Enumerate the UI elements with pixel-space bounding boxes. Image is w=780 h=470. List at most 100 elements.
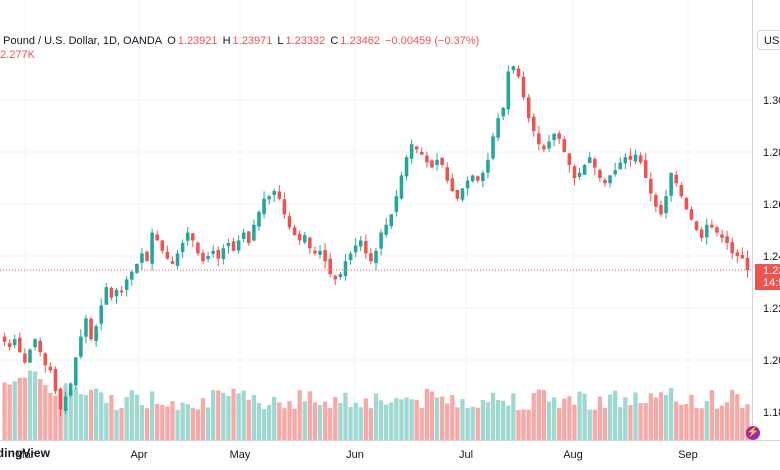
candle-body <box>257 211 261 227</box>
volume-bar <box>170 401 175 440</box>
candle-body <box>364 240 368 254</box>
volume-bar <box>536 389 541 440</box>
volume-bar <box>343 392 348 440</box>
candle-body <box>547 141 551 149</box>
candle-body <box>684 197 689 210</box>
candle-body <box>506 71 511 110</box>
volume-bar <box>521 409 526 440</box>
volume-bar <box>623 397 628 440</box>
candle-body <box>399 175 404 199</box>
candle-body <box>470 175 475 182</box>
candle-body <box>18 337 22 353</box>
volume-bar <box>648 393 653 440</box>
volume-bar <box>709 389 714 440</box>
ohlc-legend: h Pound / U.S. Dollar, 1D, OANDA O 1.2392… <box>0 35 481 47</box>
volume-bar <box>221 392 226 440</box>
time-axis[interactable]: Mar Apr May Jun Jul Aug Sep <box>16 449 698 461</box>
volume-bar <box>485 402 491 440</box>
candlesticks <box>2 65 750 417</box>
volume-bar <box>272 396 277 440</box>
volume-bar <box>506 405 511 440</box>
volume-bar <box>389 402 394 440</box>
close-value: 1.23462 <box>340 35 381 47</box>
volume-bar <box>546 401 552 440</box>
volume-bar <box>155 403 160 440</box>
volume-bar <box>551 397 557 440</box>
candle-body <box>572 166 577 178</box>
candle-body <box>287 216 292 228</box>
candle-body <box>191 233 195 241</box>
candle-body <box>593 158 597 168</box>
currency-button[interactable]: USD <box>757 30 780 50</box>
volume-bar <box>348 407 353 440</box>
volume-bar <box>216 390 221 440</box>
candle-body <box>211 250 215 254</box>
candle-body <box>404 157 409 177</box>
open-value: 1.23921 <box>177 35 218 47</box>
candle-body <box>613 170 617 175</box>
candle-body <box>353 245 358 253</box>
volume-bar <box>68 391 73 440</box>
volume-bar <box>38 378 43 440</box>
price-axis[interactable]: 1.18 1.20 1.22 1.24 1.26 1.28 1.30 <box>763 95 780 419</box>
change-value: −0.00459 (−0.37%) <box>385 35 480 47</box>
candle-body <box>638 155 643 163</box>
candle-body <box>409 144 414 159</box>
time-tick-label: Aug <box>563 449 583 461</box>
symbol-title[interactable]: h Pound / U.S. Dollar, 1D, OANDA <box>0 35 163 47</box>
time-tick-label: Sep <box>678 449 698 461</box>
volume-bar <box>638 403 643 440</box>
candle-body <box>715 227 719 233</box>
volume-bar <box>572 404 577 440</box>
time-tick-label: Mar <box>16 449 35 461</box>
volume-bar <box>658 392 664 440</box>
volume-bar <box>256 403 262 440</box>
candle-body <box>150 232 154 264</box>
volume-bar <box>373 393 379 440</box>
volume-bar <box>312 402 318 440</box>
price-tick-label: 1.30 <box>763 95 780 107</box>
volume-bar <box>185 404 190 440</box>
volume-bar <box>475 407 480 440</box>
candle-body <box>216 249 221 259</box>
candle-body <box>542 145 546 150</box>
volume-bar <box>353 402 358 440</box>
candle-body <box>704 224 709 238</box>
candle-body <box>89 318 93 340</box>
candle-body <box>720 234 724 238</box>
volume-bar <box>363 398 368 440</box>
candle-body <box>282 199 287 215</box>
candle-body <box>333 275 338 280</box>
volume-bar <box>78 394 84 440</box>
candle-body <box>648 178 653 194</box>
candle-body <box>521 76 526 98</box>
candle-body <box>501 107 505 117</box>
candle-body <box>389 214 394 227</box>
volume-bar <box>455 407 460 440</box>
volume-bar <box>704 401 709 440</box>
volume-bar <box>282 408 287 440</box>
candle-body <box>710 224 714 228</box>
candle-body <box>343 261 348 276</box>
candle-body <box>74 357 78 386</box>
last-price-badge: 1.23 14:5 <box>755 264 780 291</box>
candle-body <box>84 318 88 337</box>
volume-bar <box>43 385 48 440</box>
volume-bar <box>27 370 33 440</box>
candle-body <box>109 287 114 298</box>
volume-bar <box>83 395 89 440</box>
lightning-icon[interactable]: ⚡ <box>746 426 760 440</box>
candle-body <box>201 252 205 262</box>
volume-bar <box>378 400 384 440</box>
bar-countdown: 14:5 <box>763 277 780 289</box>
time-tick-label: May <box>230 449 251 461</box>
volume-bar <box>663 394 669 440</box>
volume-bar <box>526 409 531 440</box>
volume-bar <box>699 408 704 440</box>
candle-body <box>394 196 399 212</box>
volume-bar <box>160 404 165 440</box>
candle-body <box>740 254 745 259</box>
candle-body <box>475 176 480 181</box>
volume-bar <box>587 409 592 440</box>
